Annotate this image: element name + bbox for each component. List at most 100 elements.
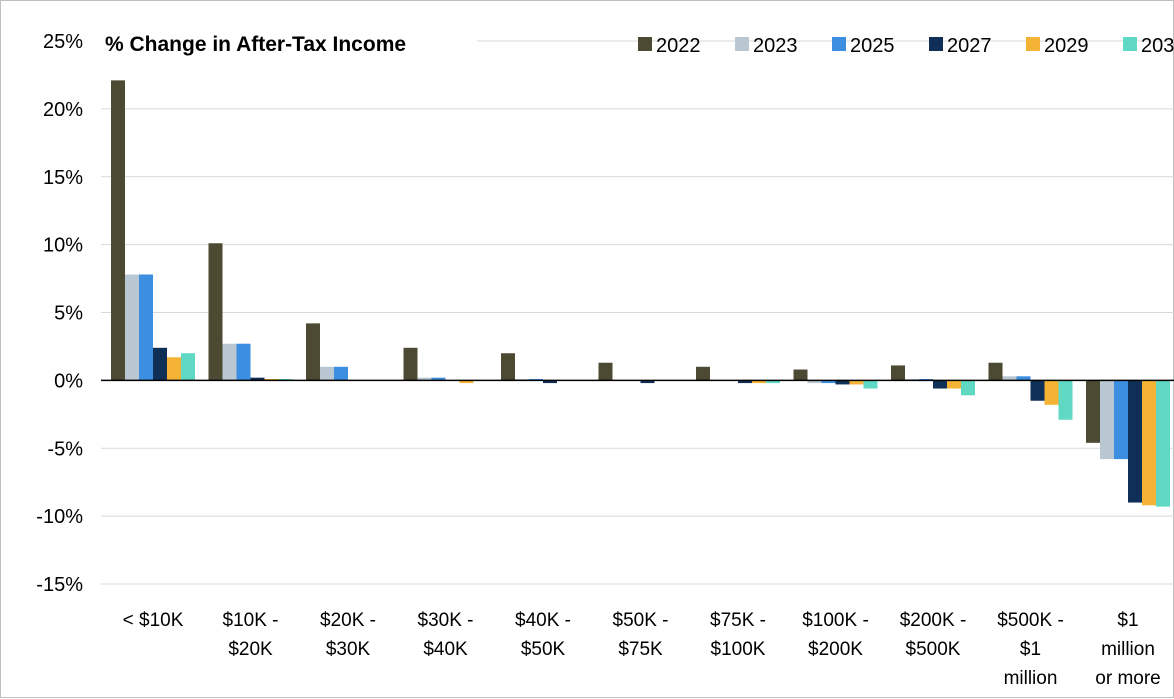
legend-label-2022: 2022 [656, 35, 701, 57]
legend-label-2025: 2025 [850, 35, 895, 57]
legend-swatch-2029 [1026, 37, 1040, 51]
x-category-label: $30K [326, 639, 371, 660]
bar-2029-7 [849, 380, 864, 385]
legend-swatch-2027 [929, 37, 943, 51]
bar-2022-5 [598, 362, 613, 381]
x-category-label: $75K - [710, 610, 766, 631]
title-background [97, 28, 477, 60]
x-category-label: $500K [906, 639, 961, 660]
bar-2031-9 [1058, 380, 1073, 420]
x-category-label: $50K [521, 639, 566, 660]
y-tick-label: 0% [54, 370, 83, 392]
y-tick-label: -15% [36, 574, 83, 596]
x-category-label: $200K [808, 639, 863, 660]
bar-2029-3 [459, 380, 474, 384]
bar-2022-10 [1086, 380, 1100, 443]
x-category-label: $200K - [900, 610, 967, 631]
bar-2022-0 [111, 80, 125, 381]
bar-2027-10 [1128, 380, 1142, 503]
x-category-label: or more [1095, 668, 1160, 689]
bar-2031-0 [181, 353, 195, 381]
bar-2025-7 [821, 380, 836, 384]
y-tick-label: 25% [43, 31, 83, 53]
bar-2027-5 [640, 380, 655, 384]
gridlines [101, 40, 1174, 585]
y-axis-ticks: 25% 20% 15% 10% 5% 0% -5% -10% -15% [36, 31, 83, 596]
bar-2025-10 [1114, 380, 1128, 460]
bar-2029-9 [1044, 380, 1059, 405]
bar-2031-8 [961, 380, 975, 396]
x-category-label: million [1004, 668, 1058, 689]
bar-2025-2 [334, 366, 348, 381]
legend-swatch-2025 [832, 37, 846, 51]
y-tick-label: -10% [36, 506, 83, 528]
x-category-label: $1 [1117, 610, 1138, 631]
bar-2025-3 [431, 377, 446, 381]
bar-2023-10 [1100, 380, 1114, 460]
bar-2023-1 [222, 343, 237, 381]
bar-2031-7 [863, 380, 878, 389]
x-category-label: $100K - [802, 610, 869, 631]
legend-label-2031: 2031 [1141, 35, 1174, 57]
bar-2025-9 [1016, 376, 1031, 381]
legend-swatch-2031 [1123, 37, 1137, 51]
bar-2023-2 [320, 366, 334, 381]
bar-2023-7 [807, 380, 822, 384]
legend-swatch-2022 [638, 37, 652, 51]
x-category-label: $1 [1020, 639, 1041, 660]
x-category-label: < $10K [123, 610, 184, 631]
bar-2022-4 [501, 353, 515, 381]
y-tick-label: 10% [43, 235, 83, 257]
legend-label-2027: 2027 [947, 35, 992, 57]
bar-2029-0 [167, 357, 181, 381]
bar-2029-8 [947, 380, 961, 389]
x-category-label: million [1101, 639, 1155, 660]
x-category-label: $75K [618, 639, 663, 660]
x-category-label: $20K [228, 639, 273, 660]
bar-2022-6 [696, 366, 710, 381]
bar-2027-1 [250, 377, 265, 381]
bar-2023-0 [125, 274, 139, 381]
bar-2023-9 [1002, 376, 1017, 381]
bar-2022-2 [306, 323, 320, 381]
legend: 2022 2023 2025 2027 2029 2031 [481, 35, 1174, 57]
bar-2023-3 [417, 377, 432, 381]
bar-2022-9 [988, 362, 1003, 381]
bar-2031-10 [1156, 380, 1170, 507]
bar-2025-0 [139, 274, 153, 381]
bar-2031-6 [766, 380, 780, 384]
x-category-label: $50K - [613, 610, 669, 631]
bar-2022-8 [891, 365, 905, 381]
bar-2027-9 [1030, 380, 1045, 401]
y-tick-label: 5% [54, 303, 83, 325]
x-category-label: $40K [423, 639, 468, 660]
chart-title: % Change in After-Tax Income [105, 33, 406, 56]
legend-label-2029: 2029 [1044, 35, 1089, 57]
y-tick-label: 20% [43, 99, 83, 121]
bar-2027-0 [153, 347, 167, 381]
bar-2029-10 [1142, 380, 1156, 506]
y-tick-label: -5% [47, 438, 83, 460]
bar-2022-7 [793, 369, 808, 381]
bar-2025-1 [236, 343, 251, 381]
y-tick-label: 15% [43, 167, 83, 189]
bar-2027-7 [835, 380, 850, 385]
legend-swatch-2023 [735, 37, 749, 51]
x-category-label: $10K - [223, 610, 279, 631]
x-category-label: $30K - [418, 610, 474, 631]
bar-2027-4 [543, 380, 557, 384]
bar-2029-6 [752, 380, 766, 384]
bar-2027-8 [933, 380, 947, 389]
legend-label-2023: 2023 [753, 35, 798, 57]
x-category-label: $20K - [320, 610, 376, 631]
bar-2022-3 [403, 347, 418, 381]
x-category-label: $40K - [515, 610, 571, 631]
x-category-label: $500K - [997, 610, 1064, 631]
x-category-label: $100K [711, 639, 766, 660]
bars [111, 80, 1170, 507]
x-axis-categories: < $10K $10K - $20K $20K - $30K $30K - $40K $40K… [123, 610, 1161, 689]
bar-2022-1 [208, 243, 223, 381]
bar-2027-6 [738, 380, 752, 384]
